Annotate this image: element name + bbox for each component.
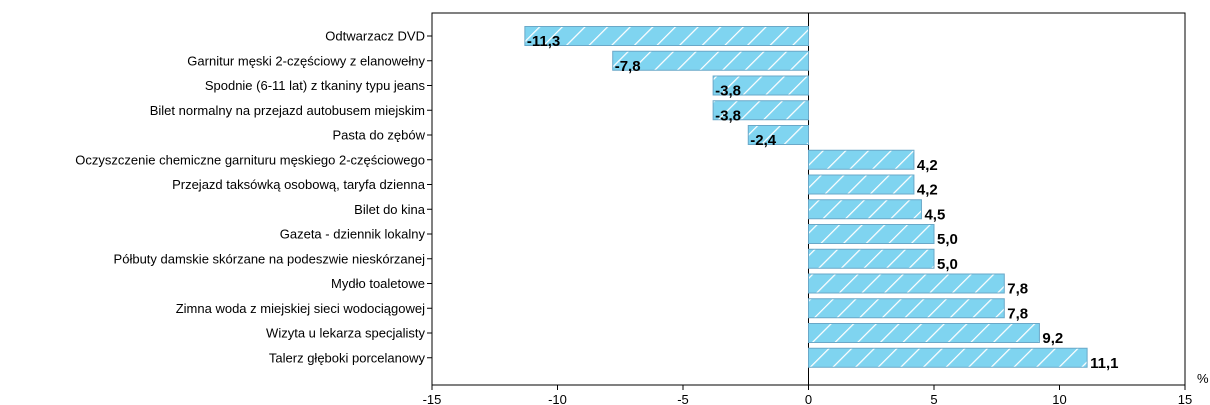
bar [808,323,1040,343]
bar [747,125,810,145]
category-label: Spodnie (6-11 lat) z tkaniny typu jeans [205,78,426,93]
data-label: -7,8 [615,58,641,75]
x-tick-label: 0 [805,392,812,405]
category-label: Gazeta - dziennik lokalny [280,227,426,242]
bar [808,273,1005,294]
category-label: Pasta do zębów [332,128,425,143]
data-label: 5,0 [937,256,958,273]
bar [808,224,935,244]
category-label: Oczyszczenie chemiczne garnituru męskieg… [75,152,425,167]
x-tick-label: 10 [1052,392,1066,405]
data-label: 4,5 [924,206,945,223]
data-label: 4,2 [917,157,938,174]
bar [808,347,1088,368]
data-label: 11,1 [1090,355,1118,372]
bar [808,149,915,170]
data-label: 5,0 [937,231,958,248]
data-label: -3,8 [715,83,741,100]
category-label: Wizyta u lekarza specjalisty [266,326,425,341]
category-label: Bilet do kina [354,202,426,217]
data-label: -2,4 [750,132,777,149]
bar [808,174,915,195]
category-label: Mydło toaletowe [331,276,425,291]
bar [808,199,922,220]
x-tick-label: 5 [930,392,937,405]
data-label: -3,8 [715,107,741,124]
x-tick-label: -5 [677,392,689,405]
category-label: Przejazd taksówką osobową, taryfa dzienn… [172,177,426,192]
category-label: Zimna woda z miejskiej sieci wodociągowe… [176,301,425,316]
bar [712,75,809,96]
data-label: 7,8 [1007,281,1028,298]
category-label: Garnitur męski 2-częściowy z elanowełny [187,53,425,68]
x-tick-label: -10 [548,392,567,405]
data-label: -11,3 [527,33,560,50]
data-label: 7,8 [1007,305,1028,322]
bar [524,26,809,46]
bar [712,100,809,121]
bar [808,298,1005,319]
x-axis-unit-label: % [1197,371,1209,386]
data-label: 4,2 [917,182,938,199]
bar [612,50,809,71]
category-label: Półbuty damskie skórzane na podeszwie ni… [114,251,426,266]
data-label: 9,2 [1042,330,1063,347]
x-tick-label: -15 [423,392,442,405]
category-label: Odtwarzacz DVD [325,29,425,44]
category-label: Talerz głęboki porcelanowy [269,350,426,365]
x-tick-label: 15 [1178,392,1192,405]
category-label: Bilet normalny na przejazd autobusem mie… [150,103,425,118]
bar [808,248,935,269]
